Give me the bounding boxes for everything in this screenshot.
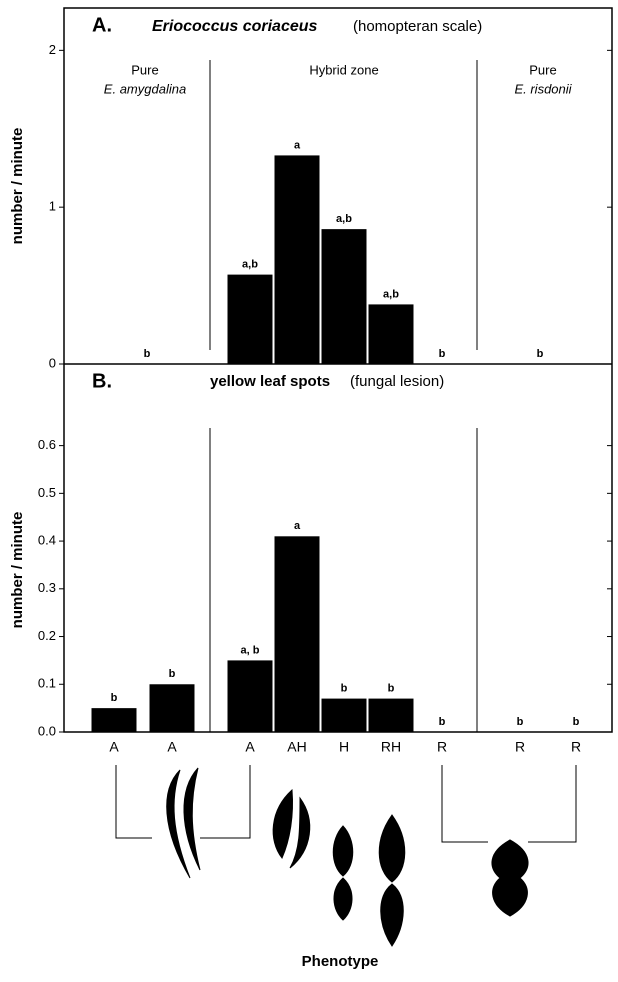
x-tick-label: R [437, 739, 447, 755]
phenotype-illustration [115, 765, 577, 947]
data-label: a [294, 139, 301, 151]
data-label: a,b [242, 259, 258, 271]
data-label: b [111, 692, 118, 704]
x-tick-label: A [167, 739, 177, 755]
region-label: E. amygdalina [104, 81, 186, 96]
bar [227, 660, 273, 732]
chart-subtitle: (homopteran scale) [353, 18, 482, 35]
y-tick-label: 0.3 [38, 580, 56, 595]
y-tick-label: 0.1 [38, 676, 56, 691]
x-tick-label: H [339, 739, 349, 755]
region-label: E. risdonii [514, 81, 572, 96]
y-tick-label: 0 [49, 355, 56, 370]
region-label: Pure [131, 62, 158, 77]
data-label: b [537, 348, 544, 360]
y-tick-label: 0.6 [38, 437, 56, 452]
x-tick-label: R [515, 739, 525, 755]
bar [368, 698, 414, 732]
x-tick-label: RH [381, 739, 401, 755]
data-label: a, b [241, 644, 260, 656]
data-label: b [439, 716, 446, 728]
bar [149, 684, 195, 732]
data-label: b [517, 716, 524, 728]
y-tick-label: 2 [49, 42, 56, 57]
bar [321, 698, 367, 732]
bar [321, 229, 367, 364]
chart-subtitle: (fungal lesion) [350, 373, 444, 390]
panel-label: B. [92, 370, 112, 392]
x-tick-label: AH [287, 739, 306, 755]
data-label: b [341, 682, 348, 694]
data-label: b [169, 668, 176, 680]
y-tick-label: 0.2 [38, 628, 56, 643]
x-tick-label: A [109, 739, 119, 755]
bar [274, 536, 320, 732]
region-label: Hybrid zone [309, 62, 378, 77]
data-label: b [573, 716, 580, 728]
data-label: b [144, 348, 151, 360]
x-axis-label: Phenotype [302, 953, 379, 970]
bar [91, 708, 137, 732]
data-label: b [439, 348, 446, 360]
frame [63, 7, 613, 733]
bar [368, 304, 414, 364]
data-label: b [388, 682, 395, 694]
data-label: a,b [336, 213, 352, 225]
data-label: a [294, 520, 301, 532]
y-tick-label: 0.5 [38, 485, 56, 500]
y-axis-label: number / minute [9, 512, 26, 629]
y-axis-label: number / minute [9, 128, 26, 245]
region-label: Pure [529, 62, 556, 77]
bar [227, 274, 273, 364]
y-tick-label: 0.4 [38, 533, 56, 548]
data-label: a,b [383, 288, 399, 300]
chart-title: yellow leaf spots [210, 373, 330, 390]
x-tick-label: R [571, 739, 581, 755]
x-tick-label: A [245, 739, 255, 755]
y-tick-label: 0.0 [38, 723, 56, 738]
chart-title: Eriococcus coriaceus [152, 18, 318, 35]
panel-label: A. [92, 14, 112, 36]
y-tick-label: 1 [49, 199, 56, 214]
bar [274, 155, 320, 364]
